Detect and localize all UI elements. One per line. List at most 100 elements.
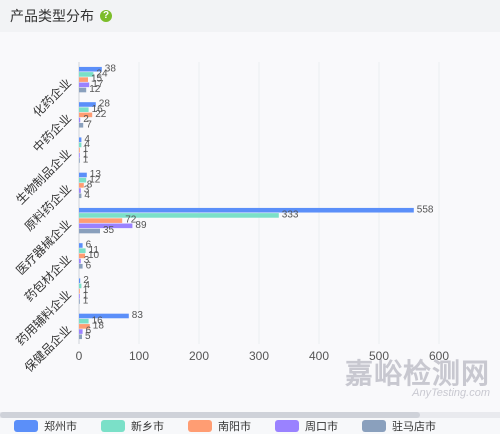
bar[interactable] [79,72,94,77]
data-label: 2 [83,275,89,286]
legend-item[interactable]: 周口市 [275,418,338,434]
data-label: 8 [87,179,93,190]
data-label: 6 [86,326,92,337]
chart-panel: 38 24 15 17 12 化药企业 28 16 22 2 7 中药企业 4 4 1 1 1 生物制品企业 13 1… [0,32,500,433]
grid [78,62,440,344]
bar[interactable] [79,258,81,264]
bar[interactable] [79,318,89,324]
data-label: 6 [86,240,92,251]
chart-title: 产品类型分布 [10,8,94,24]
bar[interactable] [79,253,85,259]
bar[interactable] [79,77,88,82]
x-tick-label: 200 [189,349,209,363]
chart-header: 产品类型分布 ? [0,0,500,32]
x-tick-label: 600 [429,349,449,363]
bar[interactable] [79,177,87,183]
data-label: 16 [92,315,104,326]
bar[interactable] [79,278,81,284]
scrollbar-thumb[interactable] [0,412,420,418]
bar[interactable] [79,207,414,213]
bar[interactable] [79,188,81,193]
data-label: 333 [282,210,299,221]
data-label: 15 [91,74,103,85]
bar[interactable] [79,172,87,178]
legend-swatch [362,420,386,432]
data-label: 4 [84,280,90,291]
bar[interactable] [79,228,100,234]
data-label: 1 [83,149,89,160]
bar[interactable] [79,299,80,304]
x-tick-label: 400 [309,349,329,363]
horizontal-scrollbar[interactable] [0,412,500,418]
bar[interactable] [79,193,82,199]
bar[interactable] [79,263,83,269]
data-label: 1 [83,144,89,155]
bar[interactable] [79,117,81,123]
bar[interactable] [79,112,93,118]
watermark-cn: 嘉峪检测网 [344,358,490,390]
bar[interactable] [79,137,82,143]
data-label: 1 [83,296,89,307]
bar[interactable] [79,243,83,248]
data-label: 13 [90,169,102,180]
bar[interactable] [79,213,279,218]
x-axis-ticks: 0 100 200 300 400 500 600 [76,349,450,363]
bar[interactable] [79,153,80,158]
data-label: 7 [86,119,92,130]
data-label: 4 [84,139,90,150]
data-label: 12 [89,84,101,95]
x-tick-label: 100 [129,349,149,363]
bar[interactable] [79,218,123,223]
data-label: 83 [132,310,144,321]
data-label: 4 [84,190,90,201]
bar[interactable] [79,329,83,334]
bar[interactable] [79,82,90,88]
legend-item[interactable]: 新乡市 [101,418,164,434]
data-label: 10 [88,250,100,261]
legend-item[interactable]: 驻马店市 [362,418,436,434]
legend-label: 周口市 [305,421,338,433]
legend-item[interactable]: 郑州市 [14,418,77,434]
data-label: 89 [135,220,147,231]
bar[interactable] [79,147,80,153]
legend-swatch [188,420,212,432]
bar[interactable] [79,288,80,294]
legend-label: 驻马店市 [392,421,436,433]
watermark-en: AnyTesting.com [412,387,490,400]
bar[interactable] [79,122,84,128]
bar[interactable] [79,158,80,163]
category-label: 化药企业 [30,75,75,120]
bar[interactable] [79,183,84,188]
bar[interactable] [79,324,90,329]
watermark: 嘉峪检测网 AnyTesting.com [345,359,490,400]
bar[interactable] [79,66,102,72]
bar[interactable] [79,313,129,319]
bar[interactable] [79,87,87,93]
help-icon[interactable]: ? [100,10,112,22]
data-label: 12 [89,174,101,185]
bar[interactable] [79,102,96,107]
legend-label: 南阳市 [218,421,251,433]
data-label: 2 [83,114,89,125]
legend-item[interactable]: 南阳市 [188,418,251,434]
bar[interactable] [79,248,86,253]
bar[interactable] [79,107,89,112]
data-label: 28 [99,99,111,110]
data-label: 16 [92,104,104,115]
data-label: 17 [92,79,104,90]
x-tick-label: 500 [369,349,389,363]
x-tick-label: 300 [249,349,269,363]
bar[interactable] [79,142,82,148]
data-label: 3 [84,185,90,196]
bar[interactable] [79,283,82,289]
legend-label: 郑州市 [44,421,77,433]
bar[interactable] [79,294,80,299]
data-label: 72 [125,215,137,226]
bar[interactable] [79,223,133,229]
data-label: 1 [83,155,89,166]
data-label: 4 [84,134,90,145]
data-label: 5 [85,331,91,342]
bar[interactable] [79,334,82,340]
